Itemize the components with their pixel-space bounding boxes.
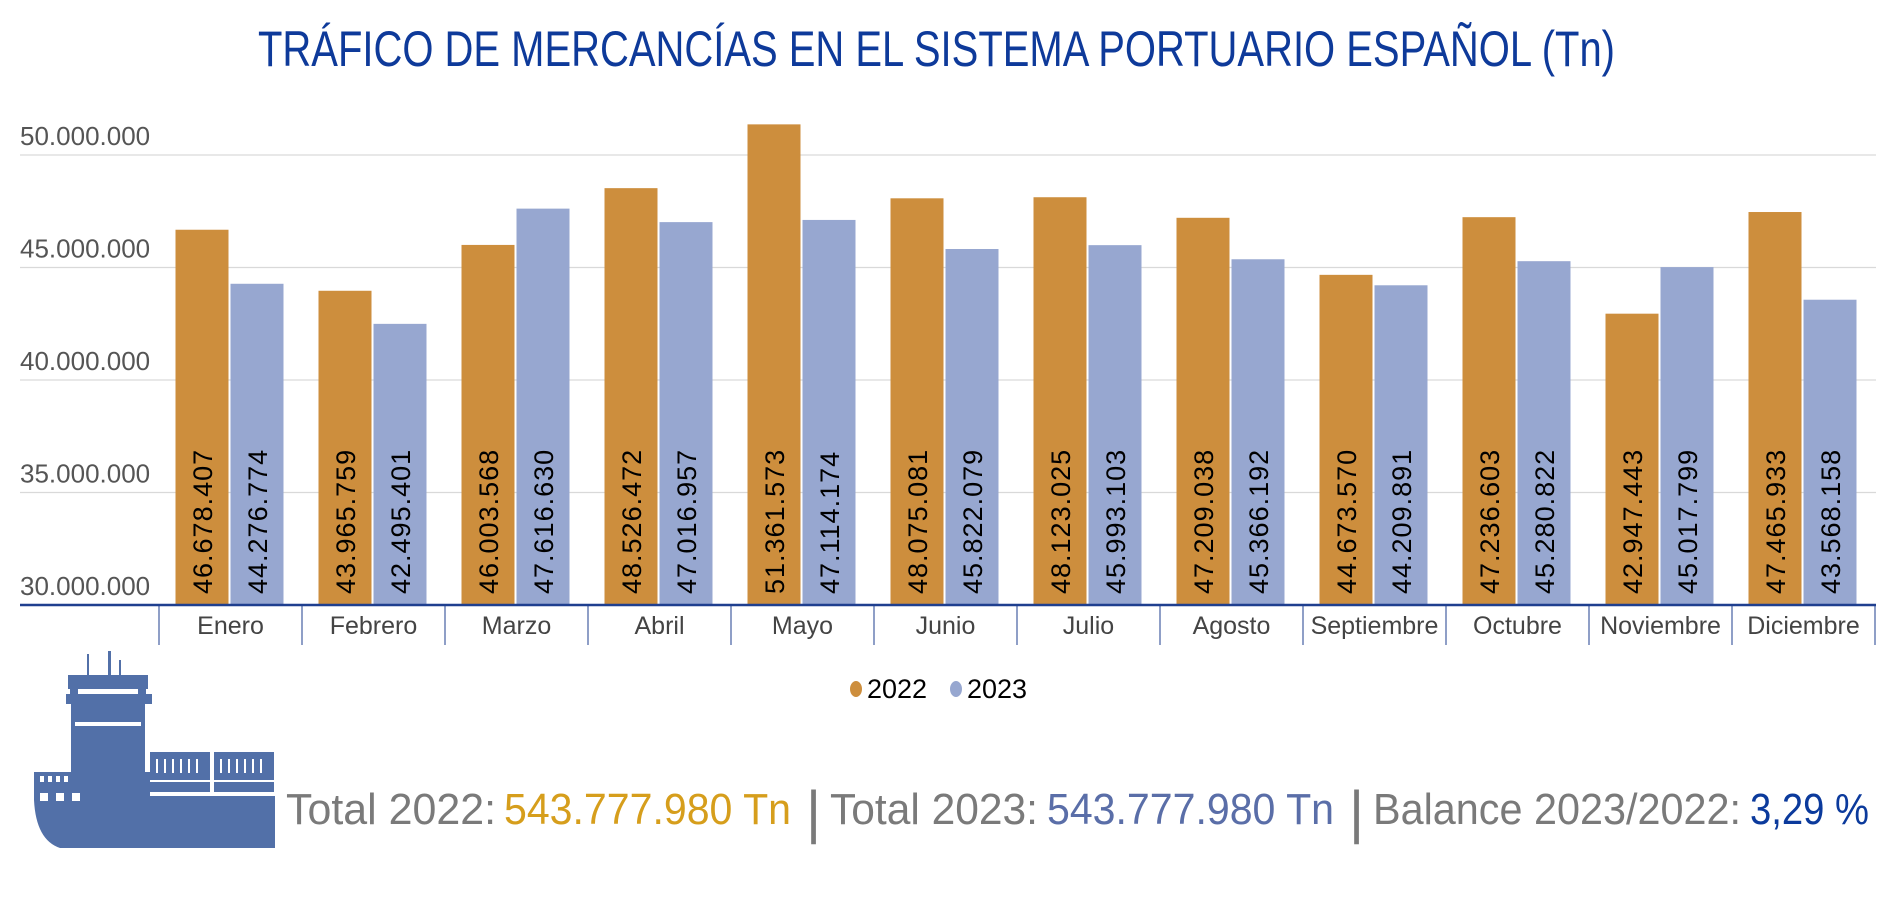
x-tick-label: Agosto bbox=[1193, 612, 1271, 640]
bar-2023-mayo bbox=[802, 219, 856, 605]
x-tick-label: Marzo bbox=[482, 612, 551, 640]
bar-2022-diciembre bbox=[1748, 212, 1802, 605]
bar-2023-enero bbox=[230, 283, 284, 605]
summary: Total 2022: 543.777.980 Tn | Total 2023:… bbox=[286, 780, 1869, 845]
data-label: 45.280.822 bbox=[1530, 449, 1560, 594]
data-label: 48.526.472 bbox=[617, 449, 647, 594]
bars: 46.678.407 44.276.774 43.965.759 42.495.401… bbox=[175, 124, 1857, 606]
bar-2022-junio bbox=[890, 198, 944, 606]
x-tick-label: Febrero bbox=[330, 612, 418, 640]
cargo-ship-icon bbox=[34, 651, 275, 848]
data-label: 45.017.799 bbox=[1673, 449, 1703, 594]
legend-marker-2022 bbox=[850, 681, 862, 697]
total-2023-label: Total 2023: bbox=[830, 785, 1038, 834]
data-label: 46.003.568 bbox=[474, 449, 504, 594]
y-axis-ticks: 30.000.000 35.000.000 40.000.000 45.000.000… bbox=[20, 121, 150, 601]
bar-2022-febrero bbox=[318, 290, 372, 605]
data-label: 48.075.081 bbox=[903, 449, 933, 594]
data-label: 48.123.025 bbox=[1046, 449, 1076, 594]
bar-2023-noviembre bbox=[1660, 267, 1714, 605]
x-tick-label: Septiembre bbox=[1311, 612, 1439, 640]
bar-2023-diciembre bbox=[1803, 299, 1857, 605]
balance-label: Balance 2023/2022: bbox=[1373, 785, 1741, 834]
bar-2022-agosto bbox=[1176, 217, 1230, 606]
bar-2022-octubre bbox=[1462, 217, 1516, 605]
bar-2023-septiembre bbox=[1374, 285, 1428, 605]
total-2022-value: 543.777.980 Tn bbox=[504, 785, 791, 834]
bar-2023-julio bbox=[1088, 245, 1142, 605]
data-label: 47.114.174 bbox=[815, 451, 845, 594]
bar-2022-septiembre bbox=[1319, 274, 1373, 605]
data-label: 44.673.570 bbox=[1332, 449, 1362, 594]
balance-value: 3,29 % bbox=[1750, 785, 1869, 834]
y-tick-label: 40.000.000 bbox=[20, 346, 150, 376]
bar-2022-marzo bbox=[461, 244, 515, 605]
x-tick-label: Noviembre bbox=[1600, 612, 1721, 640]
bar-2023-junio bbox=[945, 249, 999, 605]
data-label: 47.236.603 bbox=[1475, 449, 1505, 594]
bar-2022-noviembre bbox=[1605, 313, 1659, 605]
bar-2023-marzo bbox=[516, 208, 570, 605]
x-tick-label: Diciembre bbox=[1747, 612, 1860, 640]
x-tick-label: Mayo bbox=[772, 612, 833, 640]
y-tick-label: 50.000.000 bbox=[20, 121, 150, 151]
data-label: 42.495.401 bbox=[386, 449, 416, 594]
x-tick-label: Junio bbox=[916, 612, 976, 640]
data-label: 44.276.774 bbox=[243, 449, 273, 594]
data-label: 42.947.443 bbox=[1618, 449, 1648, 594]
bar-2023-octubre bbox=[1517, 261, 1571, 605]
x-tick-label: Julio bbox=[1063, 612, 1114, 640]
total-2023-value: 543.777.980 Tn bbox=[1047, 785, 1334, 834]
legend: 2022 2023 bbox=[850, 674, 1027, 704]
bar-2022-enero bbox=[175, 229, 229, 605]
bar-2022-abril bbox=[604, 188, 658, 606]
bar-2022-julio bbox=[1033, 197, 1087, 605]
data-label: 51.361.573 bbox=[760, 449, 790, 594]
data-label: 47.616.630 bbox=[529, 449, 559, 594]
data-label: 45.366.192 bbox=[1244, 449, 1274, 594]
data-label: 46.678.407 bbox=[188, 449, 218, 594]
data-label: 43.568.158 bbox=[1816, 449, 1846, 594]
data-label: 47.465.933 bbox=[1761, 449, 1791, 594]
bar-2022-mayo bbox=[747, 124, 801, 605]
data-label: 45.822.079 bbox=[958, 449, 988, 594]
chart-title: TRÁFICO DE MERCANCÍAS EN EL SISTEMA PORT… bbox=[258, 21, 1615, 77]
x-tick-label: Enero bbox=[197, 612, 264, 640]
x-tick-label: Octubre bbox=[1473, 612, 1562, 640]
y-tick-label: 45.000.000 bbox=[20, 234, 150, 264]
bar-2023-abril bbox=[659, 222, 713, 605]
legend-label-2023: 2023 bbox=[967, 674, 1027, 704]
x-axis: Enero Febrero Marzo Abril Mayo Junio Julio Agos… bbox=[20, 603, 1876, 645]
x-tick-label: Abril bbox=[634, 612, 684, 640]
y-tick-label: 35.000.000 bbox=[20, 459, 150, 489]
separator-2: | bbox=[1349, 780, 1364, 845]
total-2022-label: Total 2022: bbox=[286, 785, 496, 834]
data-label: 44.209.891 bbox=[1387, 449, 1417, 594]
legend-label-2022: 2022 bbox=[867, 674, 927, 704]
bar-2023-agosto bbox=[1231, 259, 1285, 605]
separator-1: | bbox=[806, 780, 821, 845]
y-tick-label: 30.000.000 bbox=[20, 571, 150, 601]
data-label: 47.016.957 bbox=[672, 449, 702, 594]
data-label: 43.965.759 bbox=[331, 449, 361, 594]
bar-2023-febrero bbox=[373, 323, 427, 605]
legend-marker-2023 bbox=[950, 681, 962, 697]
data-label: 45.993.103 bbox=[1101, 449, 1131, 594]
data-label: 47.209.038 bbox=[1189, 449, 1219, 594]
